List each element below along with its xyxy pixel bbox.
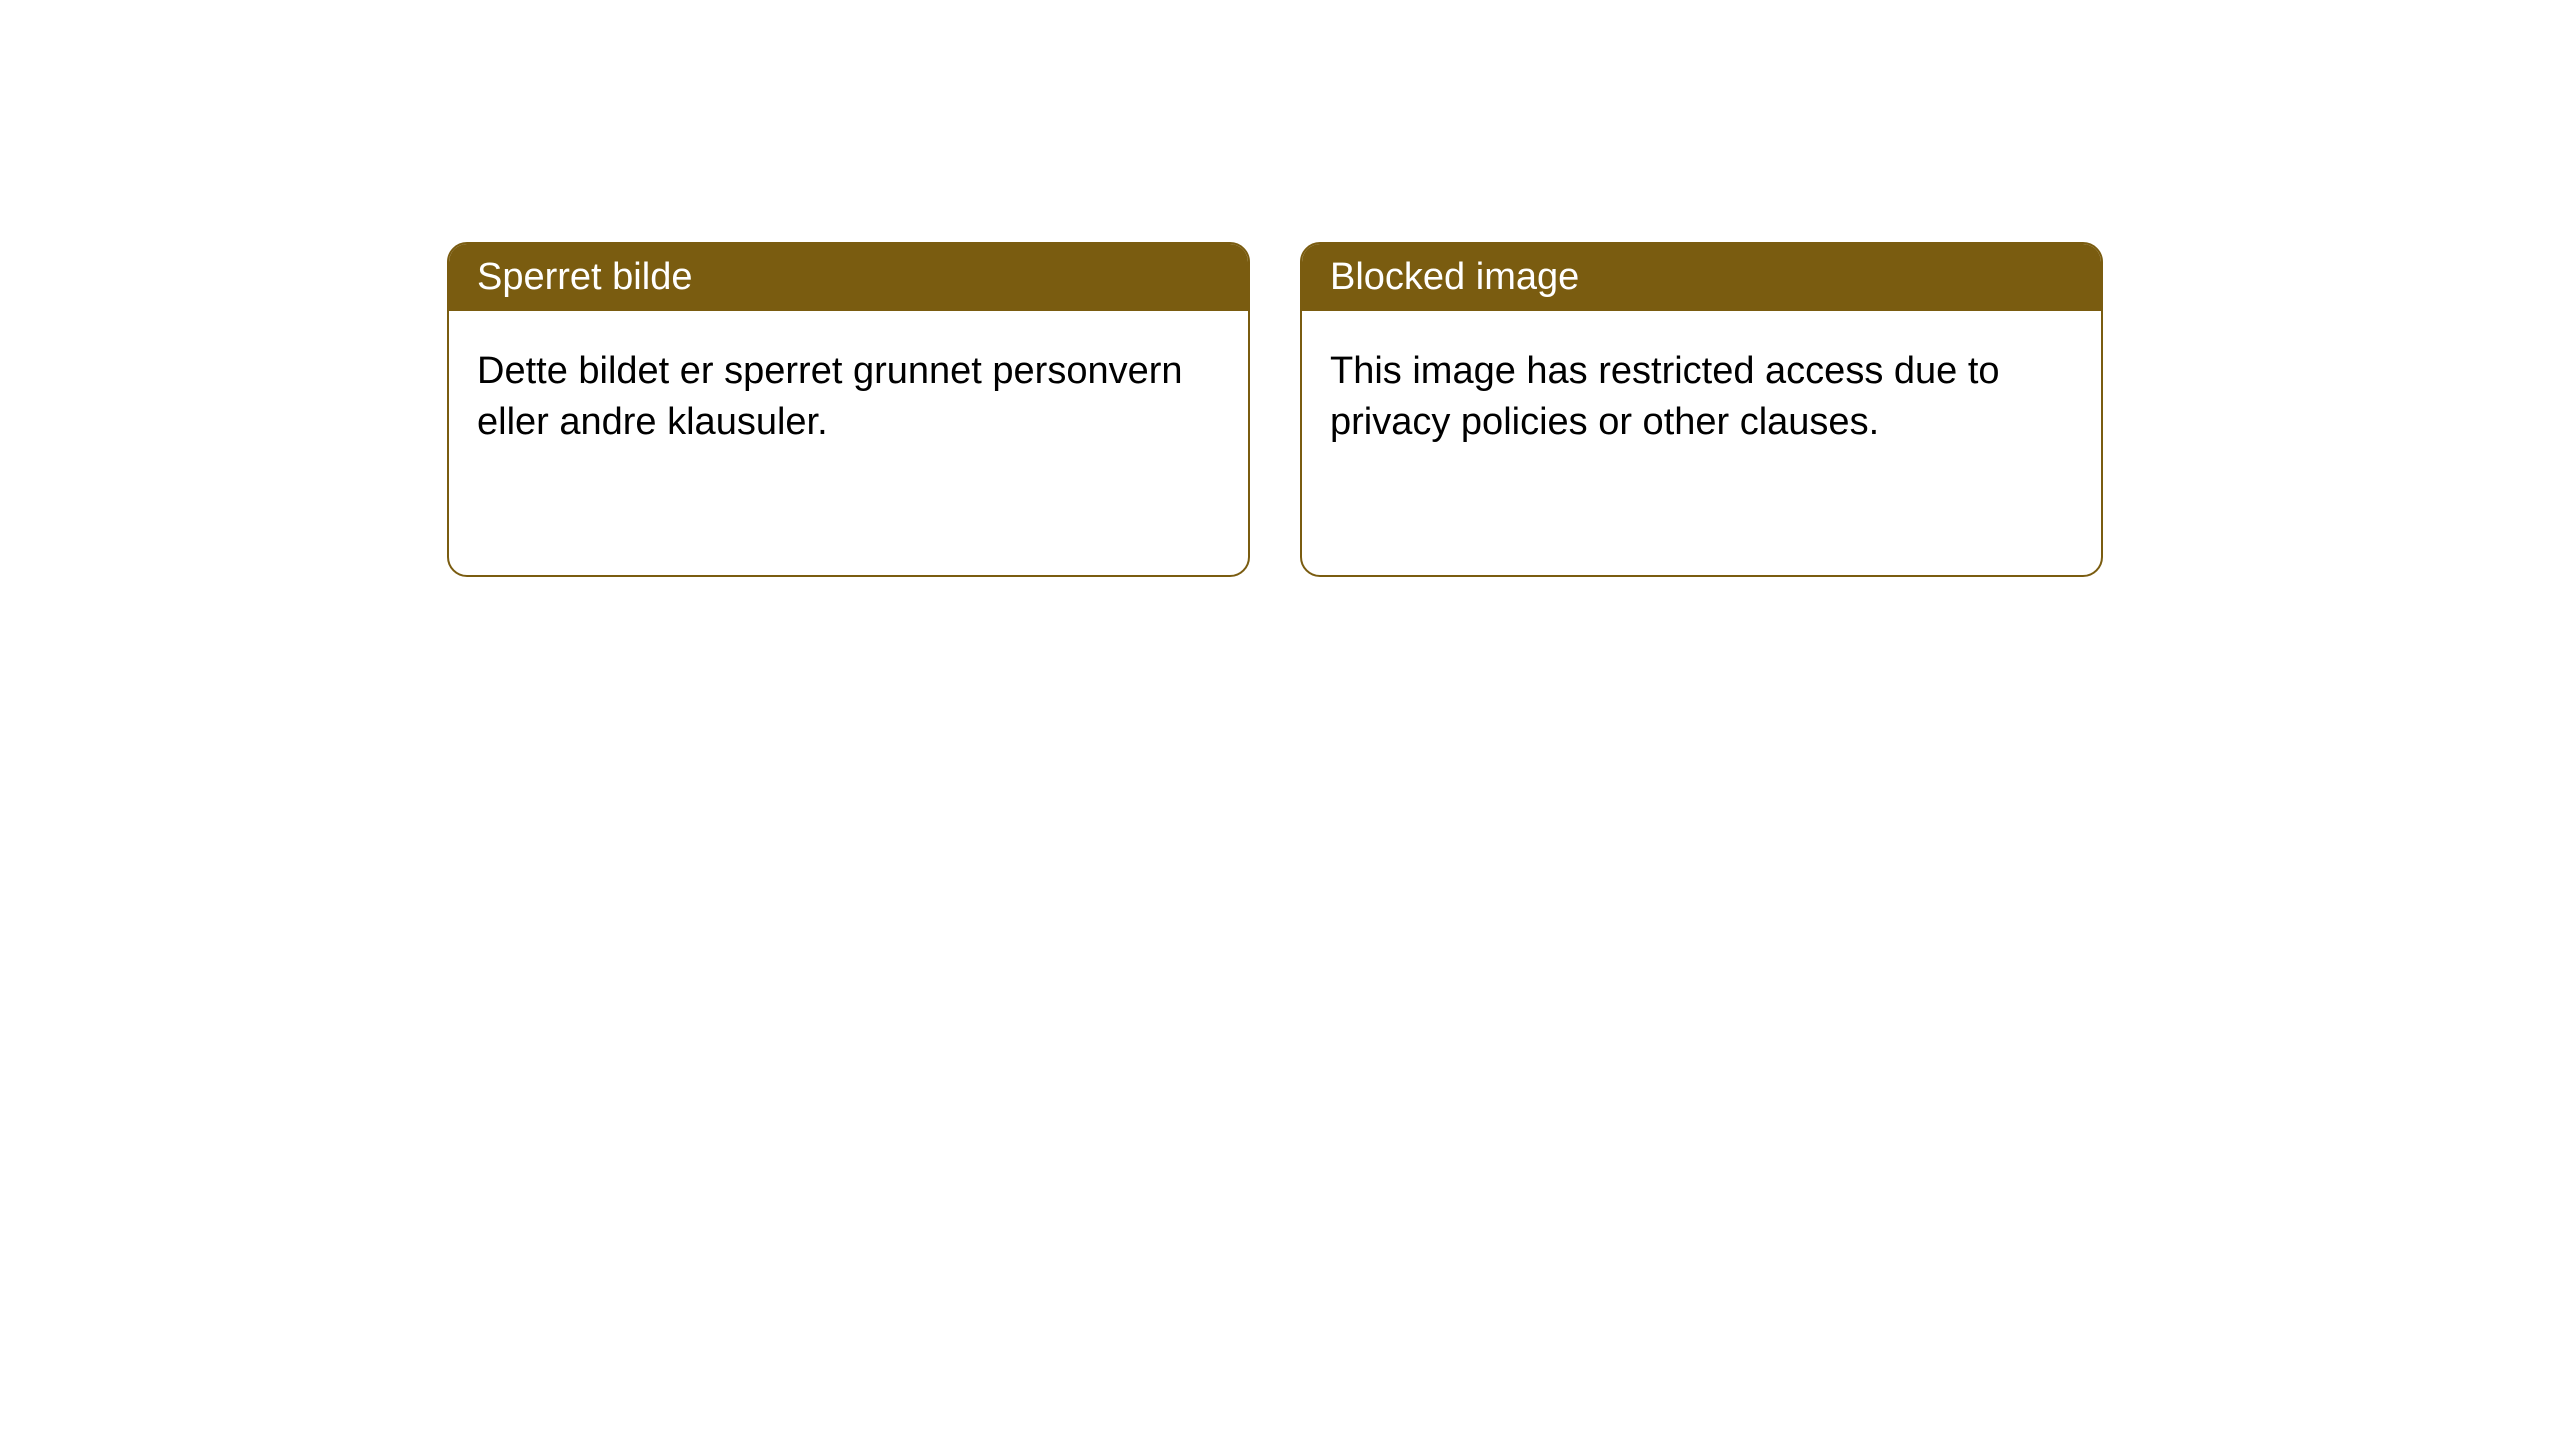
notice-card-english: Blocked image This image has restricted …	[1300, 242, 2103, 577]
notice-body: This image has restricted access due to …	[1302, 311, 2101, 484]
notice-header: Sperret bilde	[449, 244, 1248, 311]
notice-body: Dette bildet er sperret grunnet personve…	[449, 311, 1248, 484]
notice-card-norwegian: Sperret bilde Dette bildet er sperret gr…	[447, 242, 1250, 577]
notice-header: Blocked image	[1302, 244, 2101, 311]
notice-container: Sperret bilde Dette bildet er sperret gr…	[0, 0, 2560, 577]
